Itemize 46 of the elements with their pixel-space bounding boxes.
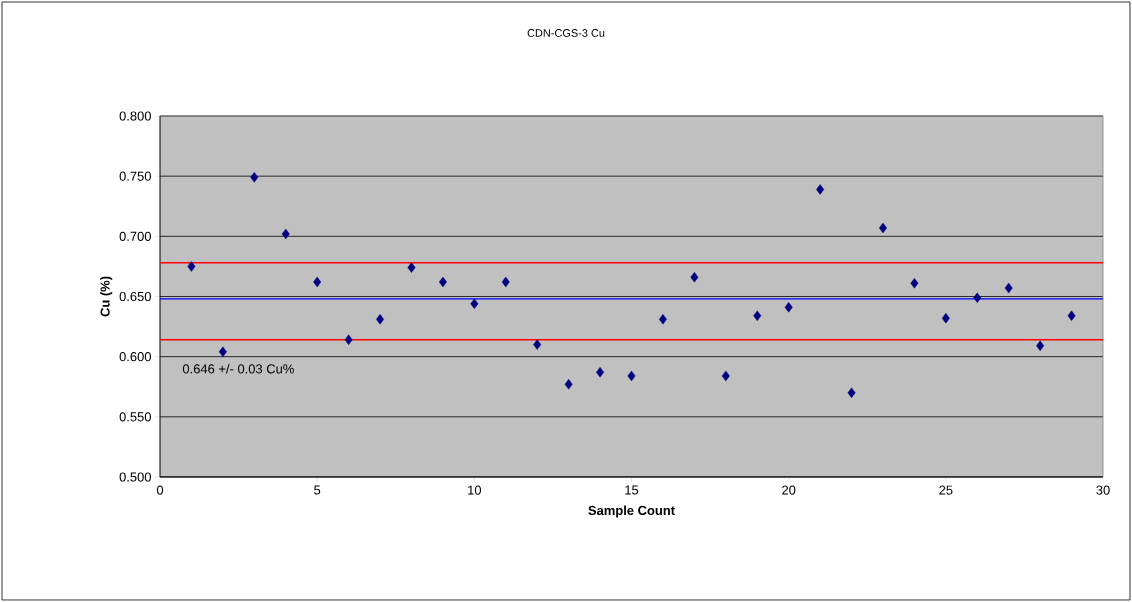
x-tick-label: 30 [1096, 485, 1110, 495]
annotation: 0.646 +/- 0.03 Cu% [182, 363, 294, 374]
point [1036, 340, 1045, 352]
x-tick-label: 15 [625, 485, 639, 495]
y-tick-label: 0.650 [119, 291, 151, 302]
chart-title: CDN-CGS-3 Cu [527, 29, 605, 37]
point [847, 387, 856, 398]
point [784, 302, 793, 313]
point [564, 379, 573, 390]
point [627, 370, 636, 382]
point [470, 298, 479, 309]
y-tick-label: 0.700 [119, 231, 151, 241]
point [941, 312, 950, 324]
point [281, 228, 290, 240]
point [344, 334, 353, 346]
point [596, 367, 605, 378]
point [407, 262, 416, 273]
x-tick-label: 20 [782, 485, 796, 495]
y-tick-label: 0.800 [119, 111, 151, 121]
point [816, 184, 825, 195]
point [187, 261, 196, 272]
y-tick-label: 0.600 [119, 352, 151, 362]
point [376, 314, 384, 325]
point [1067, 310, 1076, 321]
point [438, 276, 447, 288]
point [501, 276, 510, 288]
y-tick-label: 0.750 [119, 171, 151, 181]
x-tick-label: 25 [939, 485, 953, 495]
x-tick-label: 10 [468, 485, 482, 495]
point [690, 272, 699, 283]
y-tick-label: 0.500 [119, 472, 151, 482]
x-axis-title: Sample Count [588, 505, 675, 518]
point [753, 310, 762, 321]
point [313, 276, 322, 288]
point [910, 278, 919, 289]
point [973, 292, 982, 303]
y-tick-label: 0.550 [119, 412, 151, 422]
point [533, 339, 542, 350]
point [659, 314, 667, 325]
point [218, 346, 227, 358]
point [1004, 282, 1013, 294]
x-tick-label: 5 [314, 485, 321, 495]
point [250, 172, 259, 183]
x-tick-label: 0 [156, 485, 164, 495]
point [721, 370, 730, 382]
y-axis-title: Cu (%) [100, 276, 113, 317]
